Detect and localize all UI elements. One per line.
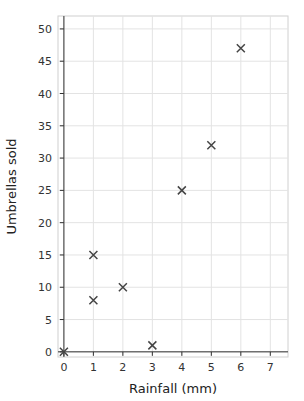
x-tick-label: 7 [267,361,274,374]
grid-line [58,125,288,126]
grid-line [63,16,64,357]
point [178,186,186,194]
y-tick-label: 0 [45,346,52,359]
y-tick [60,287,64,288]
y-tick-label: 10 [38,281,52,294]
ticks: 0123456705101520253035404550 [38,23,274,374]
chart: 0123456705101520253035404550Rainfall (mm… [0,0,304,401]
y-tick [60,254,64,255]
y-tick-label: 50 [38,23,52,36]
x-tick-label: 5 [208,361,215,374]
y-tick [60,158,64,159]
grid-line [58,61,288,62]
grid-line [58,222,288,223]
point [89,251,97,259]
x-tick [93,352,94,356]
point [148,341,156,349]
x-tick [181,352,182,356]
y-tick-label: 35 [38,120,52,133]
grid [58,16,288,357]
y-tick-label: 5 [45,314,52,327]
grid-line [58,190,288,191]
plot-frame [58,16,288,357]
y-tick-label: 40 [38,88,52,101]
point [237,44,245,52]
y-tick-label: 25 [38,184,52,197]
y-tick-label: 15 [38,249,52,262]
grid-line [58,319,288,320]
x-tick-label: 4 [178,361,185,374]
grid-line [58,351,288,352]
x-tick-label: 3 [149,361,156,374]
x-tick-label: 1 [90,361,97,374]
grid-line [122,16,123,357]
x-axis-line [58,351,288,352]
x-tick [211,352,212,356]
x-tick [152,352,153,356]
x-tick-label: 2 [119,361,126,374]
grid-line [58,158,288,159]
x-tick-label: 0 [60,361,67,374]
points [60,44,245,356]
grid-line [58,287,288,288]
point [207,141,215,149]
grid-line [58,93,288,94]
y-tick [60,125,64,126]
y-axis-line [63,16,64,357]
grid-line [152,16,153,357]
grid-line [270,16,271,357]
y-tick-label: 45 [38,55,52,68]
x-tick [122,352,123,356]
y-tick [60,61,64,62]
grid-line [181,16,182,357]
grid-line [58,28,288,29]
point [119,283,127,291]
y-tick [60,28,64,29]
point [60,348,68,356]
y-tick-label: 20 [38,217,52,230]
y-tick-label: 30 [38,152,52,165]
x-tick [240,352,241,356]
x-axis-label: Rainfall (mm) [129,381,217,396]
x-tick [270,352,271,356]
y-tick [60,222,64,223]
y-tick [60,190,64,191]
y-tick [60,319,64,320]
x-tick-label: 6 [237,361,244,374]
grid-line [240,16,241,357]
grid-line [211,16,212,357]
y-axis-label: Umbrellas sold [4,138,19,234]
grid-line [93,16,94,357]
y-tick [60,93,64,94]
point [89,296,97,304]
